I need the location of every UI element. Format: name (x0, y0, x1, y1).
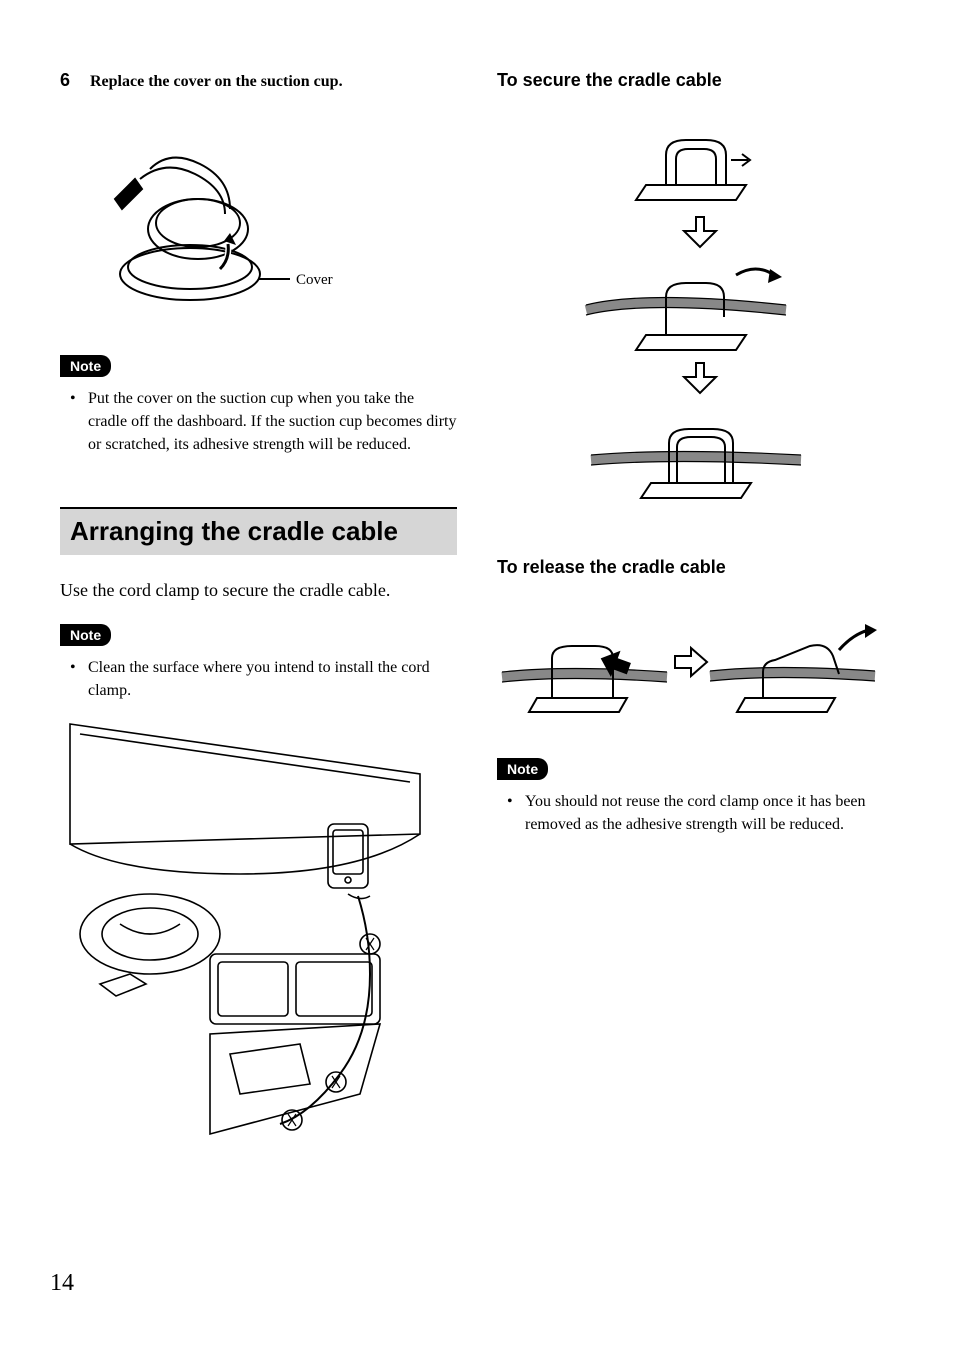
section-body: Use the cord clamp to secure the cradle … (60, 577, 457, 604)
note-item: Put the cover on the suction cup when yo… (60, 387, 457, 457)
note-badge-3: Note (497, 758, 548, 780)
figure-release-sequence (497, 602, 894, 722)
right-column: To secure the cradle cable (497, 70, 894, 1164)
note-badge-1: Note (60, 355, 111, 377)
subheading-secure: To secure the cradle cable (497, 70, 894, 91)
step-text: Replace the cover on the suction cup. (90, 73, 343, 91)
left-column: 6 Replace the cover on the suction cup. (60, 70, 457, 1164)
page-number: 14 (50, 1270, 74, 1297)
step-6: 6 Replace the cover on the suction cup. (60, 70, 457, 91)
subheading-release: To release the cradle cable (497, 557, 894, 578)
page-columns: 6 Replace the cover on the suction cup. (60, 70, 894, 1164)
note-list-3: You should not reuse the cord clamp once… (497, 790, 894, 836)
note-list-2: Clean the surface where you intend to in… (60, 656, 457, 702)
release-cable-illustration (497, 602, 877, 722)
figure-secure-sequence (497, 115, 894, 515)
dashboard-illustration (60, 714, 430, 1144)
figure-dashboard (60, 714, 457, 1144)
suction-cup-illustration: Cover (80, 109, 360, 319)
figure-cover: Cover (80, 109, 457, 319)
note-item: Clean the surface where you intend to in… (60, 656, 457, 702)
note-badge-2: Note (60, 624, 111, 646)
secure-cable-illustration (566, 115, 826, 515)
note-list-1: Put the cover on the suction cup when yo… (60, 387, 457, 457)
section-heading: Arranging the cradle cable (60, 507, 457, 556)
cover-label: Cover (296, 272, 333, 288)
step-number: 6 (60, 70, 76, 91)
note-item: You should not reuse the cord clamp once… (497, 790, 894, 836)
